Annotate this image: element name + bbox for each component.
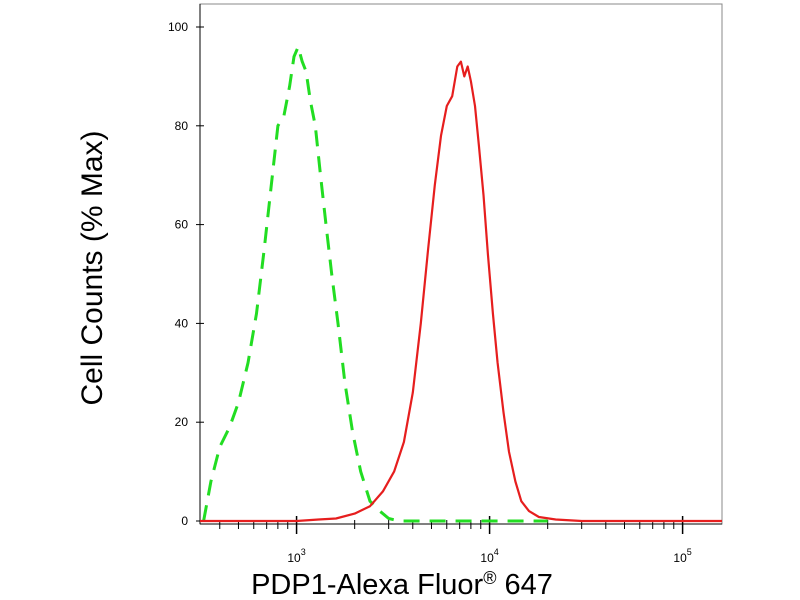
series-line-2: [200, 60, 722, 523]
x-axis: 103 104 105: [200, 516, 722, 565]
x-axis-title-main: PDP1-Alexa Fluor: [251, 569, 483, 600]
x-tick-base: 10: [287, 551, 301, 565]
y-tick-label: 80: [175, 119, 189, 133]
y-tick-label: 20: [175, 415, 189, 429]
x-axis-title: PDP1-Alexa Fluor® 647: [251, 568, 553, 600]
series-line-1: [202, 45, 548, 523]
x-tick-label: 104: [480, 547, 498, 565]
plot-frame: [199, 3, 723, 525]
x-tick-label: 105: [673, 547, 691, 565]
y-axis: 0 20 40 60 80 100: [168, 4, 204, 528]
x-tick-label: 103: [287, 547, 305, 565]
x-axis-title-suffix: 647: [496, 569, 552, 600]
x-tick-exponent: 5: [687, 547, 692, 557]
x-tick-exponent: 3: [301, 547, 306, 557]
x-axis-title-reg: ®: [483, 568, 496, 588]
y-tick-label: 40: [175, 316, 189, 330]
y-tick-label: 100: [168, 20, 188, 34]
y-axis-title: Cell Counts (% Max): [76, 130, 109, 405]
x-tick-base: 10: [673, 551, 687, 565]
x-tick-exponent: 4: [494, 547, 499, 557]
x-tick-base: 10: [480, 551, 494, 565]
y-tick-label: 0: [181, 514, 188, 528]
series-layer: [200, 45, 722, 523]
y-tick-label: 60: [175, 218, 189, 232]
